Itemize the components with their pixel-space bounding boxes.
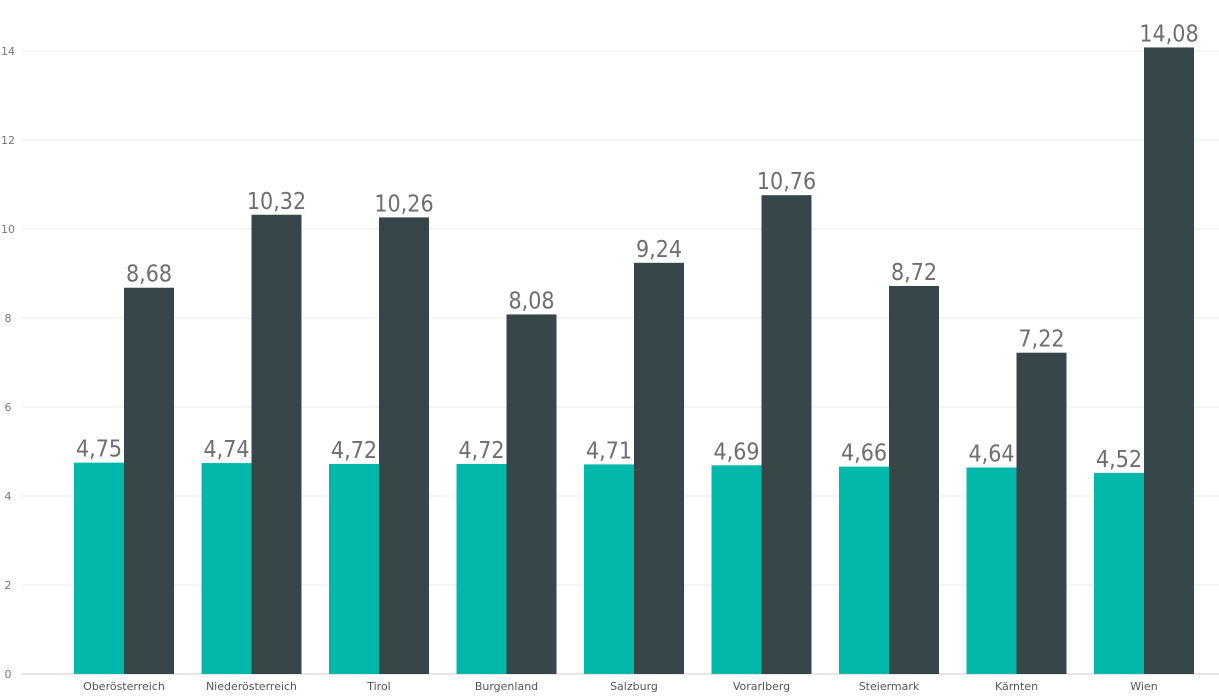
data-label-series-1: 4,72	[331, 438, 377, 464]
category-label: Oberösterreich	[83, 680, 165, 693]
category-label: Wien	[1130, 680, 1157, 693]
y-axis-ticks: 0 2 4 6 8 10 12 14	[1, 45, 15, 681]
data-labels: 4,75 8,68 4,74 10,32 4,72 10,26 4,72 8,08 4,71 9,…	[76, 21, 1199, 472]
data-label-series-1: 4,75	[76, 437, 122, 463]
bar-series-2-0	[124, 287, 174, 674]
y-tick-label: 0	[5, 668, 12, 681]
data-label-series-1: 4,64	[968, 442, 1014, 468]
bar-series-1-2	[329, 463, 379, 674]
data-label-series-2: 10,32	[247, 189, 306, 215]
y-tick-label: 10	[1, 223, 15, 236]
category-label: Steiermark	[859, 680, 920, 693]
data-label-series-1: 4,52	[1096, 447, 1142, 473]
category-label: Burgenland	[475, 680, 538, 693]
y-tick-label: 4	[5, 490, 12, 503]
bar-series-2-7	[1016, 352, 1067, 674]
data-label-series-2: 8,72	[891, 260, 937, 286]
data-label-series-2: 14,08	[1139, 21, 1198, 47]
category-label: Vorarlberg	[733, 680, 790, 693]
data-label-series-1: 4,71	[586, 438, 632, 464]
y-tick-label: 2	[5, 579, 12, 592]
bar-series-1-1	[201, 463, 252, 674]
bar-series-1-8	[1094, 472, 1144, 674]
data-label-series-2: 8,08	[508, 288, 554, 314]
bar-series-1-4	[584, 464, 634, 674]
category-label: Tirol	[366, 680, 391, 693]
bar-series-1-5	[711, 465, 762, 674]
category-label: Salzburg	[610, 680, 658, 693]
bars	[74, 47, 1194, 674]
category-label: Niederösterreich	[206, 680, 297, 693]
bar-series-1-0	[74, 462, 124, 674]
data-label-series-2: 9,24	[636, 237, 682, 263]
data-label-series-2: 10,76	[757, 169, 816, 195]
bar-series-1-6	[839, 466, 889, 674]
y-tick-label: 12	[1, 134, 15, 147]
data-label-series-1: 4,72	[458, 438, 504, 464]
data-label-series-1: 4,69	[713, 439, 759, 465]
bar-series-2-5	[761, 195, 812, 674]
bar-series-2-4	[634, 262, 684, 674]
data-label-series-2: 10,26	[374, 191, 433, 217]
data-label-series-1: 4,74	[203, 437, 249, 463]
bar-series-1-3	[456, 463, 507, 674]
bar-series-1-7	[966, 467, 1017, 674]
data-label-series-2: 8,68	[126, 262, 172, 288]
y-tick-label: 6	[5, 401, 12, 414]
data-label-series-2: 7,22	[1018, 327, 1064, 353]
bar-series-2-3	[506, 314, 557, 674]
bar-series-2-2	[379, 217, 429, 674]
x-axis-categories: Oberösterreich Niederösterreich Tirol Burge…	[83, 680, 1158, 693]
bar-series-2-1	[251, 214, 302, 674]
y-tick-label: 8	[5, 312, 12, 325]
y-tick-label: 14	[1, 45, 15, 58]
bar-series-2-6	[889, 285, 939, 674]
category-label: Kärnten	[995, 680, 1038, 693]
data-label-series-1: 4,66	[841, 441, 887, 467]
bar-series-2-8	[1144, 47, 1194, 674]
